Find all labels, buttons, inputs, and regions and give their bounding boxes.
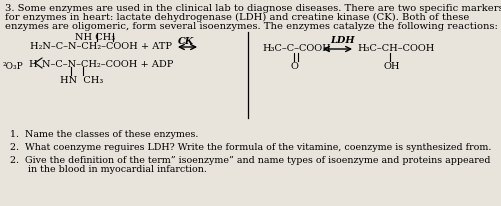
Text: N–C–N–CH₂–COOH + ADP: N–C–N–CH₂–COOH + ADP bbox=[42, 60, 173, 69]
Text: HN  CH₃: HN CH₃ bbox=[60, 76, 103, 85]
Text: H₃C–CH–COOH: H₃C–CH–COOH bbox=[357, 44, 434, 53]
Text: 2.  Give the definition of the term” isoenzyme” and name types of isoenzyme and : 2. Give the definition of the term” isoe… bbox=[10, 156, 490, 165]
Text: ²O₃P: ²O₃P bbox=[3, 62, 24, 71]
Text: H: H bbox=[28, 60, 37, 69]
Text: in the blood in myocardial infarction.: in the blood in myocardial infarction. bbox=[10, 165, 207, 174]
Text: O: O bbox=[291, 62, 299, 71]
Text: H₃C–C–COOH: H₃C–C–COOH bbox=[262, 44, 331, 53]
Text: H₂N–C–N–CH₂–COOH + ATP: H₂N–C–N–CH₂–COOH + ATP bbox=[30, 42, 172, 51]
Text: enzymes are oligomeric, form several isoenzymes. The enzymes catalyze the follow: enzymes are oligomeric, form several iso… bbox=[5, 22, 498, 31]
Text: OH: OH bbox=[384, 62, 400, 71]
Text: 2.  What coenzyme reguires LDH? Write the formula of the vitamine, coenzyme is s: 2. What coenzyme reguires LDH? Write the… bbox=[10, 143, 491, 152]
Text: CK: CK bbox=[178, 37, 194, 46]
Text: for enzymes in heart: lactate dehydrogenase (LDH) and creatine kinase (CK). Both: for enzymes in heart: lactate dehydrogen… bbox=[5, 13, 469, 22]
Text: LDH: LDH bbox=[330, 36, 355, 45]
Text: 1.  Name the classes of these enzymes.: 1. Name the classes of these enzymes. bbox=[10, 130, 198, 139]
Text: 3. Some enzymes are used in the clinical lab to diagnose diseases. There are two: 3. Some enzymes are used in the clinical… bbox=[5, 4, 501, 13]
Text: NH CH₃: NH CH₃ bbox=[75, 33, 115, 42]
